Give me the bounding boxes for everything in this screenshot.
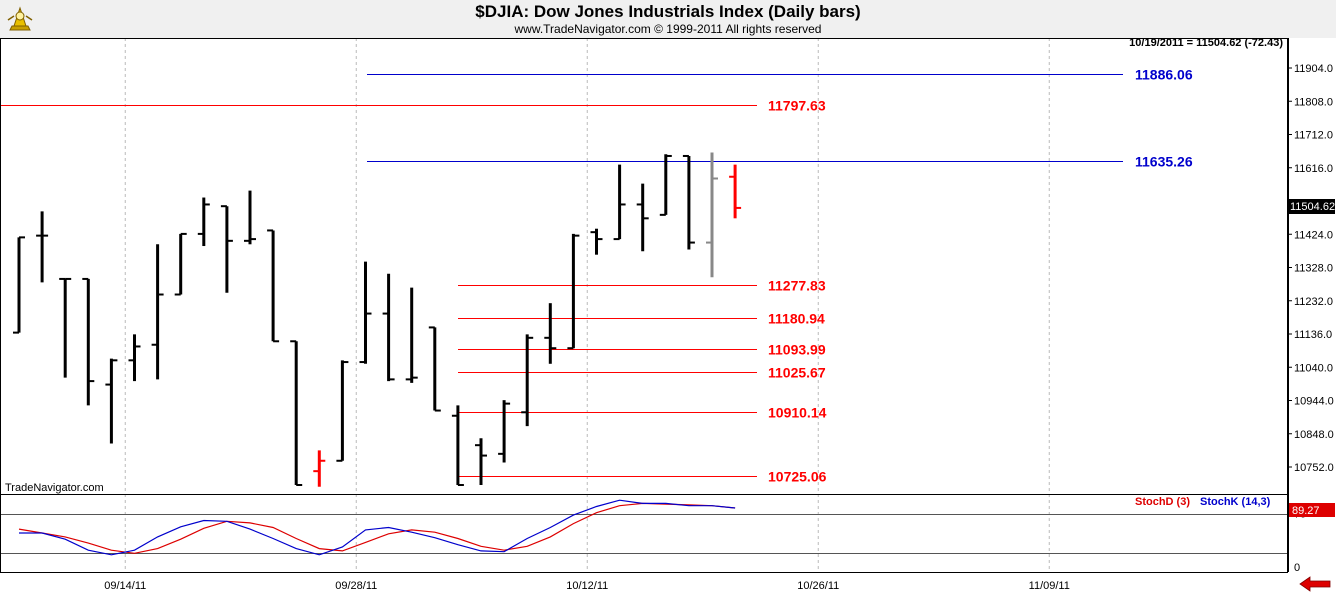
level-label: 11277.83 xyxy=(768,278,826,294)
ohlc-bar xyxy=(220,205,233,293)
stoch-plot-frame xyxy=(0,494,1288,573)
y-tick-label: 11424.0 xyxy=(1294,229,1333,241)
ohlc-bar xyxy=(267,229,280,343)
chart-header: $DJIA: Dow Jones Industrials Index (Dail… xyxy=(0,0,1336,38)
scroll-left-arrow-icon[interactable] xyxy=(1299,576,1331,592)
ohlc-bar xyxy=(451,405,464,487)
ohlc-bar xyxy=(290,340,303,487)
ohlc-bar xyxy=(706,152,718,278)
ohlc-bar xyxy=(336,360,349,462)
stoch-y-tick-label: 0 xyxy=(1294,562,1300,574)
x-tick-label: 11/09/11 xyxy=(1029,580,1070,592)
x-tick-label: 10/26/11 xyxy=(797,580,839,592)
y-tick-label: 11040.0 xyxy=(1294,362,1333,374)
ohlc-bar xyxy=(475,438,487,486)
level-label: 11797.63 xyxy=(768,98,826,114)
y-tick-label: 11808.0 xyxy=(1294,96,1333,108)
ohlc-bar xyxy=(105,358,118,444)
ohlc-bar xyxy=(729,164,742,219)
y-tick-label: 11136.0 xyxy=(1294,329,1332,341)
x-tick-label: 10/12/11 xyxy=(566,580,608,592)
y-tick-label: 10848.0 xyxy=(1294,429,1334,441)
level-label: 11886.06 xyxy=(1135,67,1193,83)
level-label: 11025.67 xyxy=(768,365,826,381)
ohlc-bar xyxy=(613,164,626,241)
ohlc-bar xyxy=(13,236,25,334)
level-label: 10725.06 xyxy=(768,469,827,485)
stochd-legend: StochD (3) xyxy=(1135,496,1190,508)
level-label: 11635.26 xyxy=(1135,154,1193,170)
level-lines: 11886.06 11797.63 11635.26 11277.83 11180.94… xyxy=(0,67,1193,485)
stoch-last-box xyxy=(1289,503,1335,517)
y-tick-label: 10752.0 xyxy=(1294,462,1334,474)
ohlc-bar xyxy=(313,450,326,487)
stochk-legend: StochK (14,3) xyxy=(1200,496,1271,508)
level-label: 11180.94 xyxy=(768,311,825,327)
watermark-label: TradeNavigator.com xyxy=(5,482,104,494)
ohlc-bar xyxy=(682,154,695,250)
ohlc-bar xyxy=(244,190,256,245)
stoch-series-line xyxy=(18,502,736,554)
y-tick-label: 11616.0 xyxy=(1294,163,1333,175)
y-tick-label: 11328.0 xyxy=(1294,263,1333,275)
y-tick-label: 11232.0 xyxy=(1294,296,1333,308)
ohlc-bar xyxy=(128,334,141,382)
ohlc-bar xyxy=(405,287,418,383)
ohlc-bar xyxy=(197,197,210,247)
ohlc-bar xyxy=(382,273,395,382)
trade-navigator-logo-icon xyxy=(4,2,36,36)
stochastic-panel xyxy=(0,499,1288,556)
ohlc-bar xyxy=(659,154,672,216)
last-price-box xyxy=(1289,199,1335,214)
ohlc-bar xyxy=(151,244,164,380)
x-tick-label: 09/14/11 xyxy=(104,580,146,592)
ohlc-bar xyxy=(359,261,372,364)
ohlc-bar xyxy=(174,232,187,296)
level-label: 10910.14 xyxy=(768,405,827,421)
level-label: 11093.99 xyxy=(768,342,826,358)
ohlc-bar xyxy=(636,183,649,252)
info-line: 10/19/2011 = 11504.62 (-72.43) xyxy=(1129,37,1283,49)
ohlc-bar xyxy=(567,233,580,350)
ohlc-bar xyxy=(36,211,49,283)
price-plot-frame xyxy=(0,38,1288,495)
ohlc-bar xyxy=(428,326,441,412)
stoch-series-line xyxy=(19,499,736,556)
y-tick-label: 10944.0 xyxy=(1294,396,1334,408)
ohlc-bar xyxy=(521,334,534,427)
ohlc-bar xyxy=(590,228,603,255)
y-tick-label: 11712.0 xyxy=(1294,130,1333,142)
chart-title: $DJIA: Dow Jones Industrials Index (Dail… xyxy=(475,2,861,21)
ohlc-bar xyxy=(82,277,95,406)
stoch-last-label: 89.27 xyxy=(1292,505,1320,517)
price-bars xyxy=(13,152,742,487)
ohlc-bar xyxy=(544,303,557,364)
axes: 09/14/11 09/28/11 10/12/11 10/26/11 11/09/11… xyxy=(0,38,1334,592)
last-price-label: 11504.62 xyxy=(1290,201,1335,213)
ohlc-bar xyxy=(498,400,511,463)
y-tick-label: 11904.0 xyxy=(1294,63,1333,75)
x-tick-label: 09/28/11 xyxy=(335,580,377,592)
chart-subtitle: www.TradeNavigator.com © 1999-2011 All r… xyxy=(514,22,822,36)
grid-lines xyxy=(124,38,1050,572)
ohlc-bar xyxy=(59,277,72,378)
